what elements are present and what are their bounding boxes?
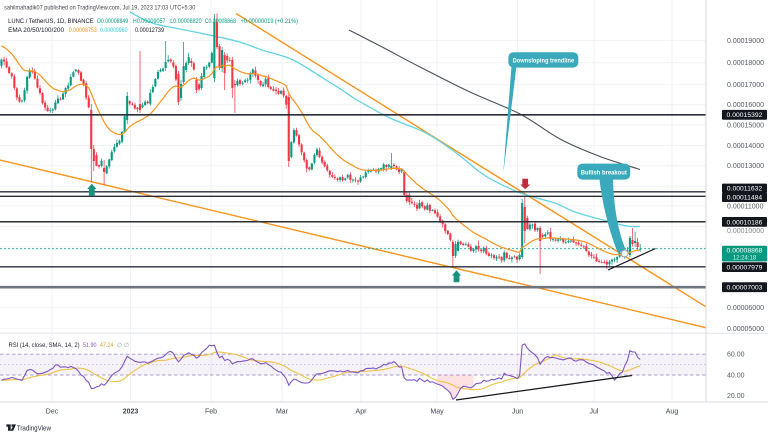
svg-text:40.00: 40.00 xyxy=(727,372,745,379)
svg-text:0.00011000: 0.00011000 xyxy=(727,203,764,210)
svg-text:0.00011632: 0.00011632 xyxy=(727,186,763,193)
svg-text:0.00005000: 0.00005000 xyxy=(727,326,764,333)
svg-text:0.00007003: 0.00007003 xyxy=(727,285,763,292)
svg-text:LUNC / TetherUS, 1D, BINANCE: LUNC / TetherUS, 1D, BINANCE xyxy=(8,18,94,25)
svg-text:0.00018000: 0.00018000 xyxy=(727,60,764,67)
svg-text:51.90: 51.90 xyxy=(83,342,97,349)
svg-text:EMA 20/50/100/200: EMA 20/50/100/200 xyxy=(8,27,64,34)
svg-text:0.00014000: 0.00014000 xyxy=(727,143,764,150)
svg-text:0.00008868: 0.00008868 xyxy=(727,248,763,255)
svg-text:0.00011484: 0.00011484 xyxy=(727,195,763,202)
svg-text:Aug: Aug xyxy=(666,409,679,416)
svg-text:∅ ∅: ∅ ∅ xyxy=(117,342,130,349)
svg-text:0.00016000: 0.00016000 xyxy=(727,102,764,109)
svg-text:0.00015392: 0.00015392 xyxy=(727,112,763,119)
svg-text:Dec: Dec xyxy=(46,409,59,416)
svg-text:TradingView: TradingView xyxy=(17,424,52,433)
svg-text:+0.00000019 (+0.21%): +0.00000019 (+0.21%) xyxy=(241,18,299,25)
svg-text:Feb: Feb xyxy=(205,409,217,416)
svg-text:Bullish breakout: Bullish breakout xyxy=(581,169,628,176)
svg-text:0.00012739: 0.00012739 xyxy=(135,27,164,34)
svg-text:Mar: Mar xyxy=(276,409,289,416)
svg-text:0.00013000: 0.00013000 xyxy=(727,163,764,170)
svg-text:12:24:18: 12:24:18 xyxy=(733,256,757,262)
svg-text:C0.00008868: C0.00008868 xyxy=(205,18,237,25)
svg-text:60.00: 60.00 xyxy=(727,352,745,359)
svg-text:0.00008753: 0.00008753 xyxy=(69,27,97,34)
svg-text:Apr: Apr xyxy=(356,409,368,416)
svg-text:0.00010000: 0.00010000 xyxy=(727,228,764,235)
svg-text:2023: 2023 xyxy=(123,409,139,416)
svg-text:Jun: Jun xyxy=(512,409,523,416)
svg-text:0.00010186: 0.00010186 xyxy=(727,219,763,226)
svg-text:20.00: 20.00 xyxy=(727,393,745,400)
svg-text:Jul: Jul xyxy=(590,409,599,416)
svg-text:May: May xyxy=(430,409,444,416)
svg-text:Downsloping trendline: Downsloping trendline xyxy=(513,58,575,65)
svg-text:sahilmahadik07 published on Tr: sahilmahadik07 published on TradingView.… xyxy=(4,5,196,12)
svg-text:RSI (14, close, SMA, 14, 2): RSI (14, close, SMA, 14, 2) xyxy=(9,342,80,349)
svg-text:0.00017000: 0.00017000 xyxy=(727,82,764,89)
svg-text:0.00007979: 0.00007979 xyxy=(727,265,763,272)
svg-text:0.00019000: 0.00019000 xyxy=(727,38,764,45)
svg-text:0.00009960: 0.00009960 xyxy=(100,27,128,34)
svg-text:0.00006000: 0.00006000 xyxy=(727,305,764,312)
svg-text:O0.00008849: O0.00008849 xyxy=(97,18,128,25)
svg-text:L0.00008820: L0.00008820 xyxy=(170,18,202,25)
svg-text:H0.00009057: H0.00009057 xyxy=(133,18,166,25)
svg-text:0.00015000: 0.00015000 xyxy=(727,122,764,129)
svg-text:47.24: 47.24 xyxy=(100,342,114,349)
